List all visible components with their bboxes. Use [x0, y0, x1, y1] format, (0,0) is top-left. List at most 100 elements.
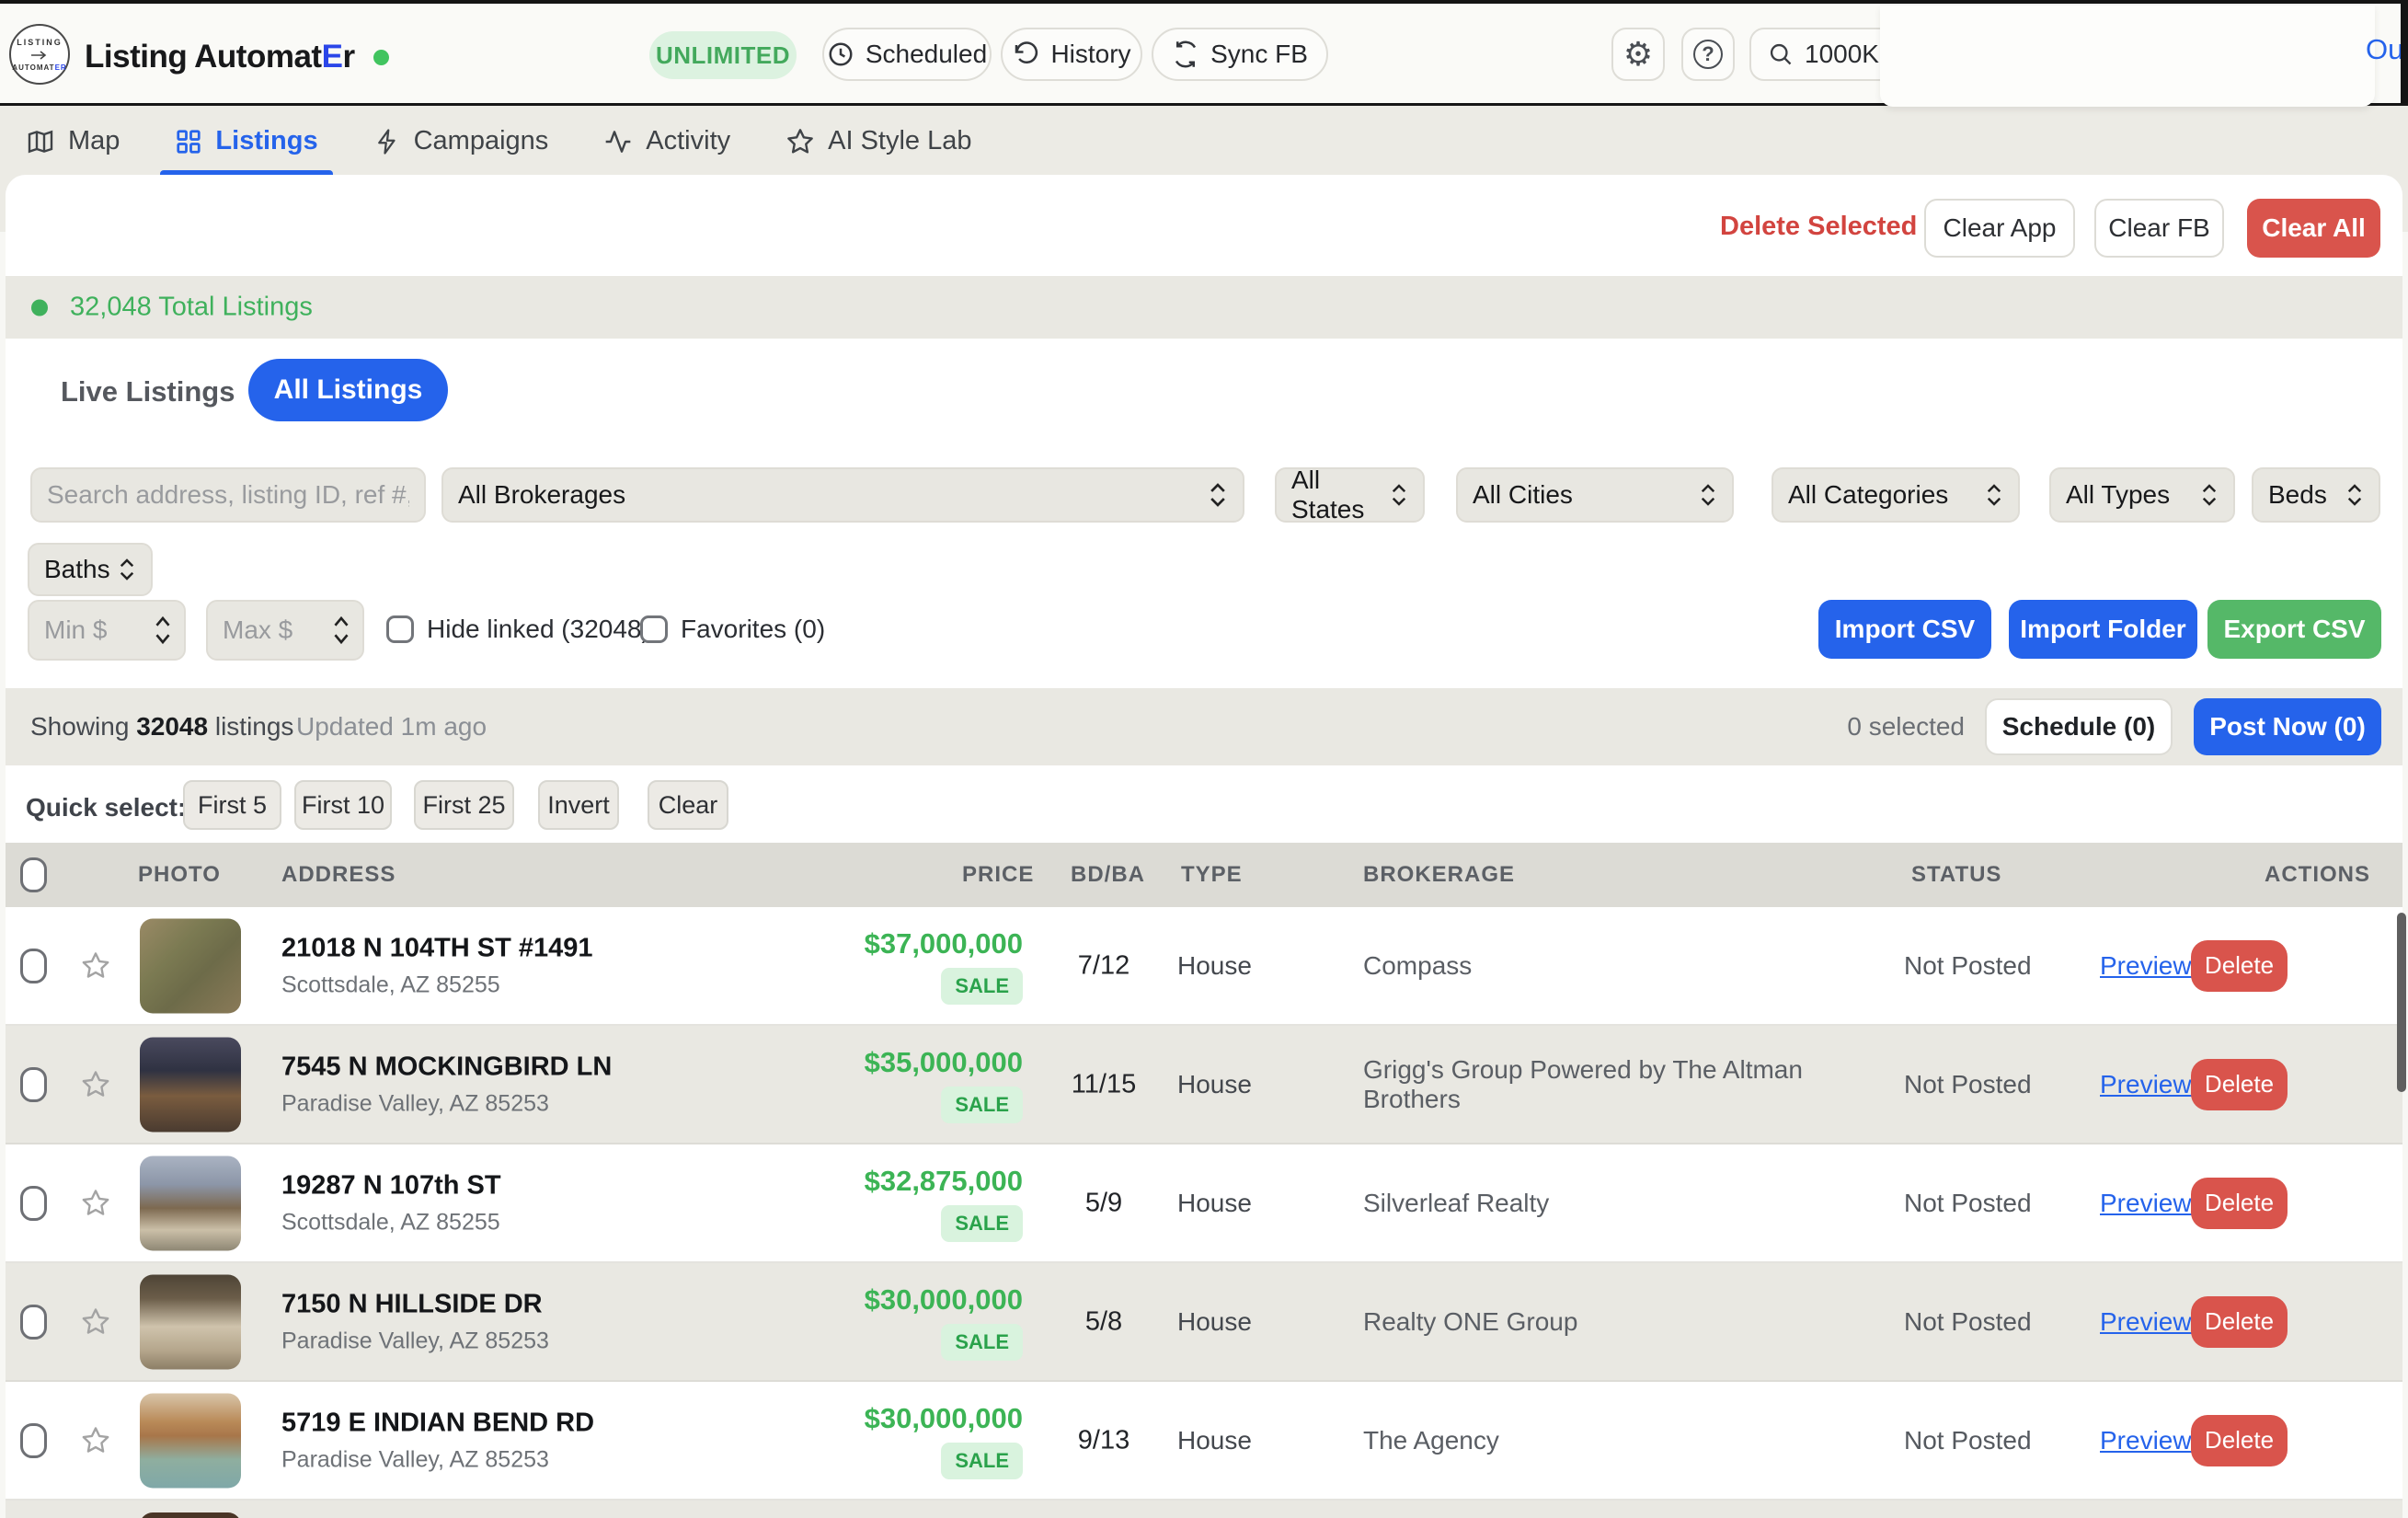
logo-arrow-icon [31, 50, 47, 60]
help-button[interactable]: ? [1681, 28, 1735, 81]
chevron-updown-icon [2202, 484, 2217, 506]
category-filter[interactable]: All Categories [1772, 467, 2020, 523]
favorite-star-icon[interactable] [79, 949, 112, 983]
favorites-checkbox[interactable]: Favorites (0) [640, 615, 825, 644]
listing-brokerage: Silverleaf Realty [1363, 1188, 1550, 1217]
preview-link[interactable]: Preview [2100, 1069, 2192, 1098]
favorite-star-icon[interactable] [79, 1187, 112, 1220]
chevron-updown-icon [1210, 483, 1225, 507]
listing-count: 32048 [136, 712, 209, 741]
gear-icon: ⚙ [1623, 35, 1654, 73]
baths-filter[interactable]: Baths [28, 543, 153, 596]
tab-map[interactable]: Map [26, 106, 120, 177]
sale-badge: SALE [941, 1442, 1023, 1479]
delete-button[interactable]: Delete [2191, 1295, 2288, 1348]
chevron-updown-icon [120, 558, 134, 581]
listing-brokerage: The Agency [1363, 1425, 1499, 1455]
summary-band: Showing 32048 listings Updated 1m ago 0 … [6, 688, 2402, 765]
row-checkbox[interactable] [20, 1185, 47, 1221]
delete-button[interactable]: Delete [2191, 1414, 2288, 1466]
type-filter[interactable]: All Types [2049, 467, 2235, 523]
sync-fb-button[interactable]: Sync FB [1152, 28, 1328, 81]
help-icon: ? [1693, 40, 1723, 69]
grid-icon [177, 129, 201, 154]
stepper-icon[interactable] [153, 615, 173, 646]
row-checkbox[interactable] [20, 948, 47, 983]
all-listings-toggle[interactable]: All Listings [248, 359, 448, 421]
import-folder-button[interactable]: Import Folder [2009, 600, 2197, 659]
quick-select-invert-button[interactable]: Invert [538, 780, 619, 830]
listing-price: $30,000,000 SALE [760, 1283, 1023, 1361]
quick-select-first5-button[interactable]: First 5 [183, 780, 281, 830]
quick-select-label: Quick select: [26, 793, 187, 822]
listing-search-input[interactable] [30, 467, 426, 523]
beds-filter[interactable]: Beds [2252, 467, 2380, 523]
vertical-scrollbar[interactable] [2397, 913, 2406, 1092]
hide-linked-checkbox[interactable]: Hide linked (32048) [386, 615, 650, 644]
settings-button[interactable]: ⚙ [1611, 28, 1665, 81]
listing-photo[interactable] [140, 1393, 241, 1488]
import-csv-button[interactable]: Import CSV [1818, 600, 1991, 659]
delete-button[interactable]: Delete [2191, 939, 2288, 992]
scheduled-button[interactable]: Scheduled [822, 28, 992, 81]
row-checkbox[interactable] [20, 1422, 47, 1458]
row-checkbox[interactable] [20, 1304, 47, 1340]
clear-app-button[interactable]: Clear App [1924, 199, 2075, 258]
min-price-field [28, 600, 186, 661]
listing-status: Not Posted [1904, 950, 2032, 980]
listing-type: House [1177, 950, 1252, 980]
listing-photo[interactable] [140, 1037, 241, 1132]
listing-photo[interactable] [140, 1512, 241, 1518]
listing-photo[interactable] [140, 918, 241, 1013]
history-button[interactable]: History [1001, 28, 1142, 81]
schedule-button[interactable]: Schedule (0) [1985, 698, 2173, 755]
quick-select-clear-button[interactable]: Clear [648, 780, 728, 830]
delete-button[interactable]: Delete [2191, 1058, 2288, 1110]
listing-table-body: 21018 N 104TH ST #1491 Scottsdale, AZ 85… [6, 907, 2402, 1518]
favorite-star-icon[interactable] [79, 1424, 112, 1457]
min-price-input[interactable] [28, 600, 186, 661]
table-row-partial [6, 1501, 2402, 1518]
tab-campaigns[interactable]: Campaigns [373, 106, 548, 177]
listing-price: $32,875,000 SALE [760, 1165, 1023, 1242]
clock-icon [829, 42, 853, 66]
state-filter[interactable]: All States [1275, 466, 1425, 523]
max-price-field [206, 600, 364, 661]
select-all-checkbox[interactable] [20, 857, 47, 892]
total-listings: 32,048 Total Listings [31, 293, 313, 323]
clear-all-button[interactable]: Clear All [2247, 199, 2380, 258]
city-filter[interactable]: All Cities [1456, 467, 1734, 523]
listing-bdba: 7/12 [1077, 950, 1130, 980]
row-checkbox[interactable] [20, 1066, 47, 1102]
clear-fb-button[interactable]: Clear FB [2094, 199, 2224, 258]
listing-photo[interactable] [140, 1274, 241, 1369]
quick-select-first25-button[interactable]: First 25 [414, 780, 514, 830]
listing-type: House [1177, 1306, 1252, 1336]
total-listings-band: 32,048 Total Listings [6, 276, 2402, 339]
brokerage-filter[interactable]: All Brokerages [441, 467, 1244, 523]
favorite-star-icon[interactable] [79, 1068, 112, 1101]
preview-link[interactable]: Preview [2100, 950, 2192, 980]
listing-bdba: 5/8 [1084, 1306, 1123, 1336]
tab-listings[interactable]: Listings [160, 106, 333, 177]
preview-link[interactable]: Preview [2100, 1306, 2192, 1336]
stepper-icon[interactable] [331, 615, 351, 646]
live-listings-toggle[interactable]: Live Listings [61, 375, 235, 408]
sale-badge: SALE [941, 967, 1023, 1005]
col-bdba: BD/BA [1071, 862, 1145, 887]
export-csv-button[interactable]: Export CSV [2207, 600, 2381, 659]
preview-link[interactable]: Preview [2100, 1425, 2192, 1455]
quick-select-first10-button[interactable]: First 10 [294, 780, 392, 830]
delete-selected-link[interactable]: Delete Selected [1720, 212, 1918, 241]
post-now-button[interactable]: Post Now (0) [2194, 698, 2381, 755]
favorite-star-icon[interactable] [79, 1305, 112, 1339]
max-price-input[interactable] [206, 600, 364, 661]
listing-address: 7545 N MOCKINGBIRD LN Paradise Valley, A… [281, 1052, 613, 1116]
preview-link[interactable]: Preview [2100, 1188, 2192, 1217]
table-row: 19287 N 107th ST Scottsdale, AZ 85255 $3… [6, 1144, 2402, 1263]
tab-ai-style-lab[interactable]: AI Style Lab [785, 106, 972, 177]
listing-search [30, 467, 426, 523]
listing-photo[interactable] [140, 1156, 241, 1250]
tab-activity[interactable]: Activity [603, 106, 730, 177]
delete-button[interactable]: Delete [2191, 1177, 2288, 1229]
